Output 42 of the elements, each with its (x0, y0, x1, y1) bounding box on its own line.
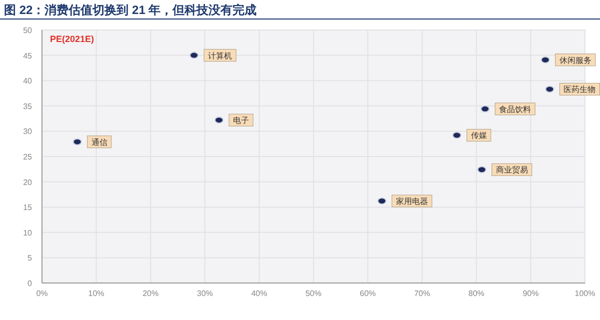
annotation: 传媒 (470, 131, 487, 140)
point (545, 86, 554, 93)
x-tick-label: 80% (468, 289, 484, 298)
x-tick-label: 20% (142, 289, 159, 298)
y-tick-label: 10 (23, 228, 33, 238)
y-axis-title: PE(2021E) (50, 34, 94, 44)
point (72, 138, 82, 146)
y-tick-label: 30 (23, 127, 33, 136)
annotation: 电子 (233, 116, 250, 126)
annotation: 家用电器 (396, 197, 428, 206)
x-tick-label: 90% (522, 289, 539, 298)
annotation: 休闲服务 (559, 56, 592, 65)
y-tick-label: 40 (23, 76, 33, 86)
x-tick-label: 60% (360, 289, 376, 298)
y-tick-label: 5 (28, 254, 33, 263)
x-tick-label: 50% (305, 289, 322, 298)
point (452, 132, 462, 139)
point (190, 52, 199, 59)
y-tick-label: 0 (28, 279, 33, 288)
y-tick-label: 45 (23, 51, 33, 60)
annotation: 计算机 (208, 51, 232, 60)
x-tick-label: 100% (574, 289, 596, 298)
annotation: 通信 (91, 138, 108, 147)
point (377, 198, 386, 205)
x-tick-label: 70% (414, 289, 430, 298)
x-tick-label: 10% (88, 289, 104, 298)
y-tick-label: 50 (23, 26, 33, 35)
y-tick-label: 25 (23, 152, 33, 162)
x-tick-label: 30% (196, 289, 213, 298)
x-tick-label: 0% (36, 289, 48, 298)
point (214, 116, 224, 124)
point (480, 105, 490, 112)
point (540, 56, 550, 64)
x-tick-label: 40% (251, 289, 268, 298)
y-tick-label: 35 (23, 102, 33, 111)
point (477, 166, 486, 174)
annotation: 医药生物 (564, 85, 596, 94)
annotation: 商业贸易 (496, 166, 528, 175)
annotation: 食品饮料 (499, 104, 532, 114)
y-tick-label: 20 (23, 178, 33, 187)
y-tick-label: 15 (23, 203, 33, 212)
chart-title: 图 22：消费估值切换到 21 年，但科技没有完成 (4, 3, 257, 17)
